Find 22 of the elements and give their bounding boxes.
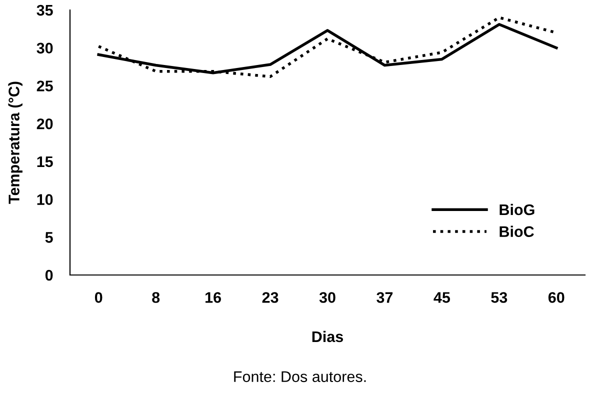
x-tick-label: 16 [206, 292, 221, 303]
x-tick-label: 8 [152, 292, 160, 303]
y-tick-label: 25 [36, 80, 53, 92]
y-tick-label: 5 [45, 232, 53, 243]
y-tick-label: 10 [37, 194, 53, 205]
y-tick-label: 15 [37, 156, 53, 168]
y-tick-label: 20 [36, 118, 53, 130]
x-tick-label: 23 [262, 292, 278, 303]
y-tick-label: 0 [45, 270, 53, 281]
x-tick-label: 45 [434, 292, 450, 303]
x-tick-label: 60 [548, 292, 564, 303]
y-tick-label: 30 [36, 42, 53, 54]
y-tick-label: 35 [36, 4, 53, 16]
x-tick-label: 0 [94, 292, 102, 303]
x-tick-label: 53 [491, 292, 508, 303]
x-axis-title: Dias [312, 330, 344, 342]
legend-label: BioG [500, 204, 534, 216]
x-tick-label: 30 [319, 292, 336, 303]
legend-label: BioC [500, 226, 534, 238]
y-axis-title: Temperatura (°C) [8, 82, 22, 204]
x-tick-label: 37 [376, 292, 393, 303]
source-note: Fonte: Dos autores. [234, 371, 366, 382]
